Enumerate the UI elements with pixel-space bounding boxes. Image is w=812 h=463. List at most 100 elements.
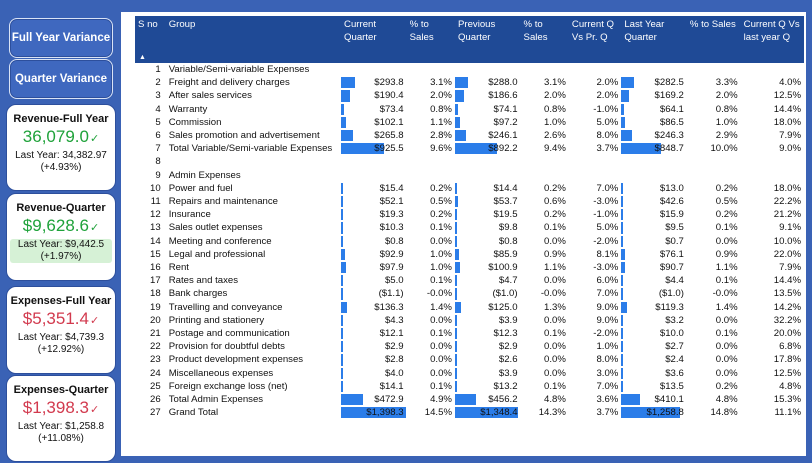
cell-value: $4.4 — [621, 274, 687, 287]
table-row[interactable]: 13 Sales outlet expenses $10.3 0.1% $9.8 0.1%… — [135, 221, 804, 234]
col-header-current-vs-prev[interactable]: Current Q Vs Pr. Q — [568, 16, 622, 63]
table-row[interactable]: 5 Commission $102.1 1.1% $97.2 1.0% 5.0% $86.5 1… — [135, 116, 804, 129]
data-bar — [341, 130, 354, 142]
cell-value — [455, 63, 521, 76]
full-year-variance-button[interactable]: Full Year Variance — [9, 18, 113, 58]
cell-value: $2.8 — [341, 353, 407, 366]
cell-value: $282.5 — [621, 76, 687, 89]
col-header-current-quarter[interactable]: Current Quarter — [341, 16, 407, 63]
cell-value: 0.0% — [544, 367, 566, 379]
col-header-pct-sales-current[interactable]: % to Sales — [406, 16, 455, 63]
quarter-variance-button[interactable]: Quarter Variance — [9, 59, 113, 99]
cell-value: $74.1 — [454, 103, 521, 116]
cell-text: $13.2 — [493, 380, 518, 392]
table-row[interactable]: 9 Admin Expenses — [135, 169, 804, 182]
data-bar — [621, 275, 624, 287]
table-row[interactable]: 24 Miscellaneous expenses $4.0 0.0% $3.9 0.0%… — [135, 367, 804, 380]
cell-value: $2.9 — [454, 340, 521, 353]
table-row[interactable]: 3 After sales services $190.4 2.0% $186.6 2.0… — [135, 89, 804, 102]
cell-text: $76.1 — [659, 248, 684, 260]
cell-sno: 4 — [155, 103, 161, 115]
cell-value: 22.0% — [773, 248, 801, 260]
col-header-current-vs-last-year[interactable]: Current Q Vs last year Q — [740, 16, 804, 63]
table-row[interactable]: 12 Insurance $19.3 0.2% $19.5 0.2% -1.0% $15.9 0… — [135, 208, 804, 221]
cell-value: 6.8% — [779, 341, 801, 353]
cell-value — [341, 155, 407, 168]
cell-text: $9.5 — [665, 222, 684, 234]
cell-text: $97.2 — [493, 116, 518, 128]
table-row[interactable]: 20 Printing and stationery $4.3 0.0% $3.9 0.0… — [135, 314, 804, 327]
cell-value: 2.8% — [430, 130, 452, 142]
cell-value: -1.0% — [593, 209, 619, 221]
table-row[interactable]: 11 Repairs and maintenance $52.1 0.5% $53.7 0… — [135, 195, 804, 208]
table-row[interactable]: 22 Provision for doubtful debts $2.9 0.0% $2… — [135, 340, 804, 353]
table-row[interactable]: 23 Product development expenses $2.8 0.0% $2… — [135, 353, 804, 366]
col-header-last-year-quarter[interactable]: Last Year Quarter — [621, 16, 687, 63]
cell-value — [569, 63, 621, 76]
cell-value: $15.4 — [341, 182, 407, 195]
data-bar — [454, 328, 457, 340]
cell-text: $4.4 — [665, 275, 684, 287]
kpi-card-change-percent: (+4.93%) — [40, 162, 82, 173]
cell-value: $246.3 — [621, 129, 687, 142]
cell-value: 1.3% — [544, 301, 566, 313]
sort-ascending-icon[interactable]: ▲ — [139, 54, 146, 61]
table-row[interactable]: 15 Legal and professional $92.9 1.0% $85.9 0.… — [135, 248, 804, 261]
cell-text: $13.0 — [659, 182, 684, 194]
cell-value: -0.0% — [712, 288, 738, 300]
table-row[interactable]: 26 Total Admin Expenses $472.9 4.9% $456.2 4.… — [135, 393, 804, 406]
cell-group: Commission — [168, 116, 222, 128]
cell-value: 0.0% — [715, 367, 738, 379]
cell-value — [521, 155, 569, 168]
cell-text: $53.7 — [493, 196, 518, 208]
table-row[interactable]: 2 Freight and delivery charges $293.8 3.1% $… — [135, 76, 804, 89]
col-header-pct-sales-last-year[interactable]: % to Sales — [686, 16, 741, 63]
cell-value: $119.3 — [621, 301, 687, 314]
table-row[interactable]: 14 Meeting and conference $0.8 0.0% $0.8 0.0%… — [135, 235, 804, 248]
cell-value: 4.9% — [430, 394, 452, 406]
table-row[interactable]: 6 Sales promotion and advertisement $265.8… — [135, 129, 804, 142]
cell-value — [569, 169, 621, 182]
cell-text: $86.5 — [659, 116, 684, 128]
cell-value: $19.5 — [454, 208, 521, 221]
table-row[interactable]: 21 Postage and communication $12.1 0.1% $12.… — [135, 327, 804, 340]
table-row[interactable]: 19 Travelling and conveyance $136.3 1.4% $12… — [135, 301, 804, 314]
cell-value: $4.0 — [341, 367, 407, 380]
table-row[interactable]: 8 — [135, 155, 804, 168]
table-row[interactable]: 4 Warranty $73.4 0.8% $74.1 0.8% -1.0% $64.1 0.8… — [135, 103, 804, 116]
cell-value: $53.7 — [454, 195, 521, 208]
table-row[interactable]: 16 Rent $97.9 1.0% $100.9 1.1% -3.0% $90.7 1.1% 7… — [135, 261, 804, 274]
table-row[interactable]: 27 Grand Total $1,398.3 14.5% $1,348.4 14.3% 3… — [135, 406, 804, 419]
cell-value: 15.3% — [773, 394, 801, 406]
table-row[interactable]: 7 Total Variable/Semi-variable Expenses $9… — [135, 142, 804, 155]
cell-value: 14.5% — [424, 407, 452, 419]
cell-text: $136.3 — [374, 301, 404, 313]
col-header-sno[interactable]: S no — [135, 16, 166, 63]
table-row[interactable]: 25 Foreign exchange loss (net) $14.1 0.1% $1… — [135, 380, 804, 393]
col-header-pct-sales-previous[interactable]: % to Sales — [520, 16, 569, 63]
col-header-group[interactable]: Group — [165, 16, 342, 63]
cell-value: $2.4 — [621, 353, 687, 366]
data-bar — [341, 275, 344, 287]
table-row[interactable]: 10 Power and fuel $15.4 0.2% $14.4 0.2% 7.0% $1… — [135, 182, 804, 195]
cell-value: 7.9% — [779, 262, 801, 274]
cell-text: $0.8 — [498, 235, 518, 247]
cell-value: -3.0% — [593, 262, 619, 274]
cell-group: Product development expenses — [168, 354, 304, 366]
data-bar — [454, 209, 457, 221]
kpi-card-value: $9,628.6✓ — [22, 216, 100, 235]
cell-text: $97.9 — [379, 262, 404, 274]
cell-group: Total Variable/Semi-variable Expenses — [168, 143, 333, 155]
cell-text: $74.1 — [493, 103, 518, 115]
cell-value: 10.0% — [710, 143, 738, 155]
cell-text: $2.4 — [665, 354, 684, 366]
cell-value: $12.3 — [454, 327, 521, 340]
table-row[interactable]: 1 Variable/Semi-variable Expenses — [135, 63, 804, 76]
table-row[interactable]: 17 Rates and taxes $5.0 0.1% $4.7 0.0% 6.0% $4.… — [135, 274, 804, 287]
cell-value: 0.0% — [544, 354, 566, 366]
table-row[interactable]: 18 Bank charges ($1.1) -0.0% ($1.0) -0.0% 7.0%… — [135, 287, 804, 300]
cell-group: Foreign exchange loss (net) — [168, 380, 288, 392]
cell-value: $186.6 — [454, 89, 521, 102]
cell-text: $246.1 — [488, 130, 518, 142]
col-header-previous-quarter[interactable]: Previous Quarter — [454, 16, 521, 63]
